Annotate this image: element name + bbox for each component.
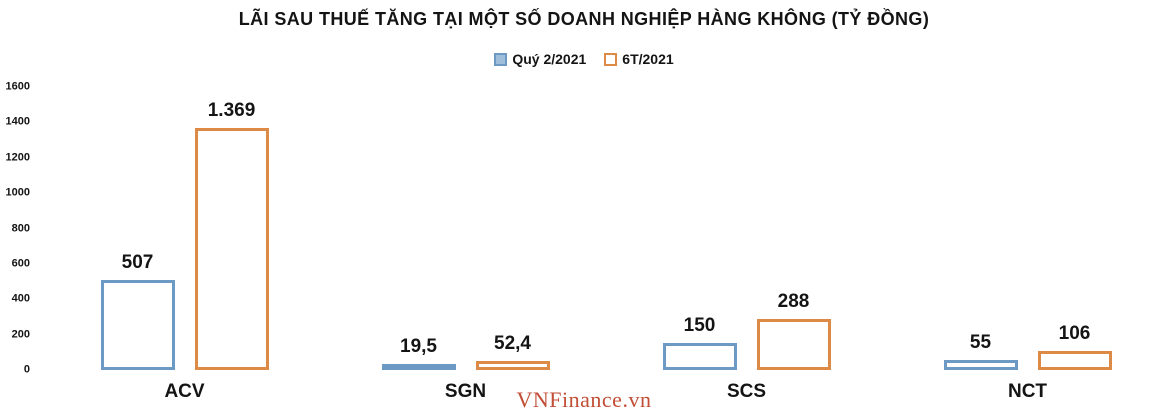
y-axis-tick-label: 1400 — [5, 115, 30, 128]
y-axis-tick-label: 800 — [11, 221, 30, 234]
legend-marker-quy-2-2021 — [494, 52, 508, 66]
bar-acv-quy2-2021 — [100, 280, 175, 370]
x-axis-category-label-scs: SCS — [726, 381, 767, 402]
bar-nct-quy2-2021 — [943, 360, 1018, 370]
x-axis-category-label-acv: ACV — [164, 381, 205, 402]
bar-value-label-scs-6t-2021: 288 — [777, 291, 810, 313]
bar-sgn-quy2-2021 — [381, 364, 456, 370]
x-axis-category-label-sgn: SGN — [444, 381, 487, 402]
y-axis-tick-label: 1200 — [5, 151, 30, 164]
legend-label-6t-2021: 6T/2021 — [622, 51, 674, 67]
bar-nct-6t-2021 — [1037, 351, 1112, 370]
bar-value-label-nct-6t-2021: 106 — [1058, 323, 1091, 345]
bar-scs-quy2-2021 — [662, 343, 737, 370]
bar-value-label-sgn-quy2-2021: 19,5 — [400, 336, 437, 357]
bar-value-label-scs-quy2-2021: 150 — [683, 315, 716, 337]
legend-marker-6t-2021 — [604, 52, 618, 66]
chart-title: LÃI SAU THUẾ TĂNG TẠI MỘT SỐ DOANH NGHIỆ… — [238, 9, 930, 29]
y-axis-tick-label: 600 — [11, 257, 30, 270]
watermark: VNFinance.vn — [516, 387, 652, 412]
bar-acv-6t-2021 — [194, 127, 269, 370]
bar-value-label-acv-quy2-2021: 507 — [121, 252, 154, 274]
legend-item-6t-2021: 6T/2021 — [604, 51, 674, 67]
y-axis-tick-label: 400 — [11, 292, 30, 305]
x-axis-category-label-nct: NCT — [1007, 381, 1048, 402]
y-axis: 0 200 400 600 800 1000 1200 1400 1600 — [0, 0, 30, 415]
bar-value-label-nct-quy2-2021: 55 — [969, 332, 992, 354]
bar-scs-6t-2021 — [756, 319, 831, 370]
bar-value-label-acv-6t-2021: 1.369 — [207, 99, 256, 121]
y-axis-tick-label: 1000 — [5, 186, 30, 199]
y-axis-tick-label: 0 — [23, 363, 30, 376]
y-axis-tick-label: 200 — [11, 328, 30, 341]
bar-value-label-sgn-6t-2021: 52,4 — [494, 332, 531, 354]
legend-item-quy-2-2021: Quý 2/2021 — [494, 51, 586, 67]
legend-label-quy-2-2021: Quý 2/2021 — [512, 51, 587, 67]
bar-sgn-6t-2021 — [475, 360, 550, 370]
legend: Quý 2/2021 6T/2021 — [0, 51, 1168, 67]
y-axis-tick-label: 1600 — [5, 80, 30, 93]
